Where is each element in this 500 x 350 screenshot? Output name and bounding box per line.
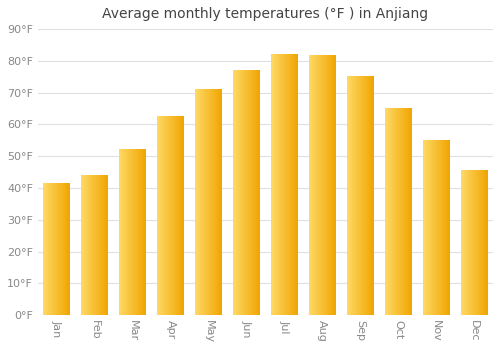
Bar [461,170,487,315]
Title: Average monthly temperatures (°F ) in Anjiang: Average monthly temperatures (°F ) in An… [102,7,428,21]
Bar [195,90,222,315]
Bar [82,175,108,315]
Bar [423,140,450,315]
Bar [309,56,336,315]
Bar [158,117,184,315]
Bar [44,183,70,315]
Bar [347,77,374,315]
Bar [120,150,146,315]
Bar [271,55,297,315]
Bar [385,108,411,315]
Bar [233,70,260,315]
